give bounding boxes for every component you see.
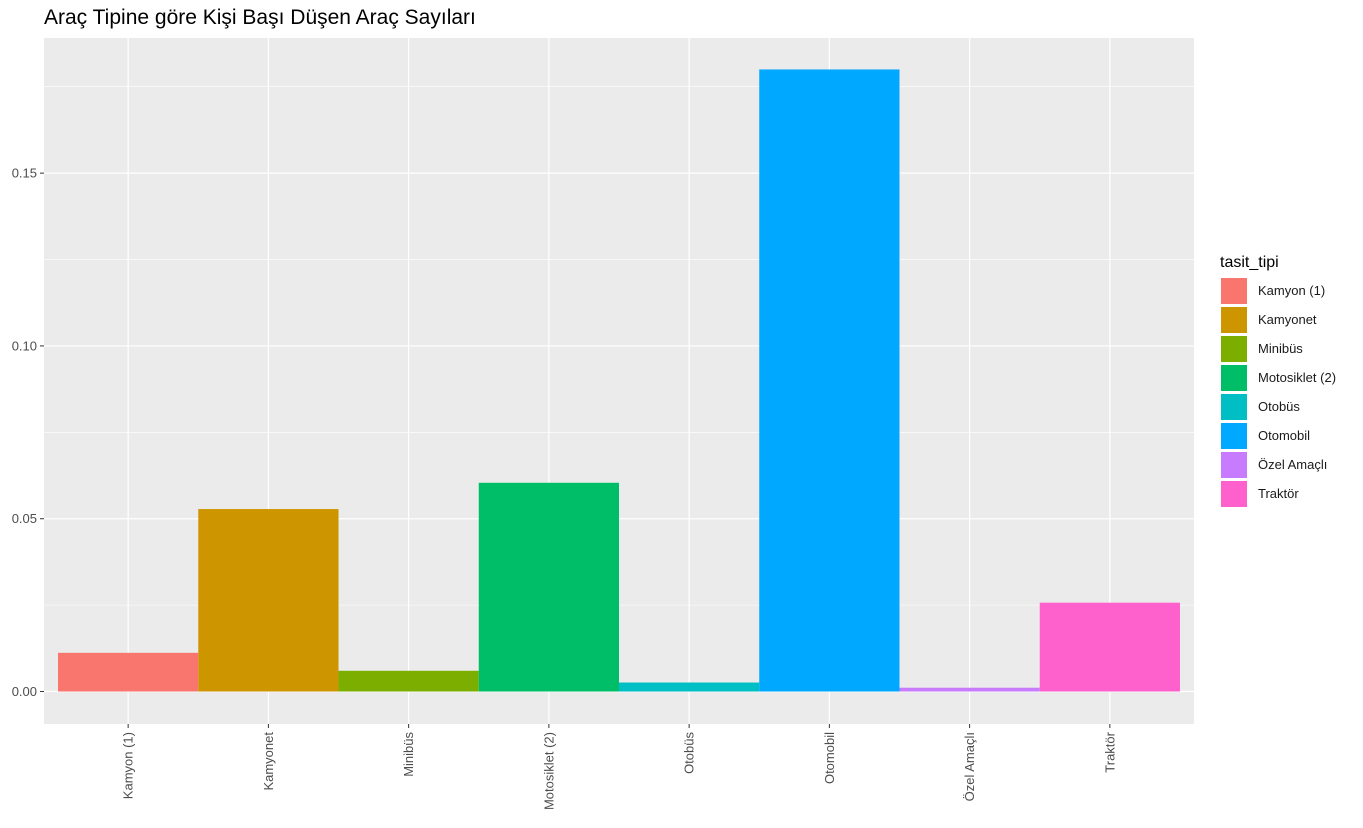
y-tick-label: 0.00	[12, 684, 37, 699]
y-axis: 0.00 0.05 0.10 0.15	[12, 166, 44, 699]
legend: tasit_tipi Kamyon (1) Kamyonet Minibüs Moto…	[1220, 254, 1336, 508]
chart-title: Araç Tipine göre Kişi Başı Düşen Araç Sa…	[44, 6, 476, 29]
x-tick-label: Otomobil	[822, 732, 837, 784]
legend-item: Motosiklet (2)	[1220, 363, 1336, 392]
legend-key	[1220, 305, 1248, 334]
legend-item: Otobüs	[1220, 392, 1336, 421]
legend-key	[1220, 421, 1248, 450]
y-tick-label: 0.10	[12, 338, 37, 353]
legend-title: tasit_tipi	[1220, 254, 1279, 271]
y-tick-label: 0.05	[12, 511, 37, 526]
bar-4	[478, 482, 619, 692]
bar-6	[759, 69, 900, 692]
legend-label: Kamyonet	[1258, 312, 1317, 327]
bar-3	[338, 670, 479, 692]
legend-label: Traktör	[1258, 486, 1299, 501]
legend-key	[1220, 363, 1248, 392]
bar-1	[58, 652, 199, 692]
legend-items: Kamyon (1) Kamyonet Minibüs Motosiklet (2) O…	[1220, 276, 1336, 508]
bars	[58, 69, 1180, 692]
bar-2	[198, 509, 339, 692]
x-axis: Kamyon (1) Kamyonet Minibüs Motosiklet (2) O…	[121, 724, 1117, 810]
legend-key	[1220, 450, 1248, 479]
x-tick-label: Otobüs	[682, 732, 697, 774]
legend-key	[1220, 479, 1248, 508]
x-tick-label: Minibüs	[401, 732, 416, 777]
bar-5	[619, 682, 760, 692]
legend-item: Otomobil	[1220, 421, 1336, 450]
legend-label: Kamyon (1)	[1258, 283, 1326, 298]
legend-key	[1220, 392, 1248, 421]
legend-label: Otobüs	[1258, 399, 1300, 414]
legend-label: Özel Amaçlı	[1258, 457, 1328, 472]
bar-8	[1039, 602, 1180, 692]
legend-item: Minibüs	[1220, 334, 1336, 363]
legend-label: Minibüs	[1258, 341, 1303, 356]
y-tick-label: 0.15	[12, 166, 37, 181]
legend-key	[1220, 334, 1248, 363]
x-tick-label: Motosiklet (2)	[541, 732, 556, 810]
legend-item: Kamyonet	[1220, 305, 1336, 334]
legend-item: Özel Amaçlı	[1220, 450, 1336, 479]
x-tick-label: Özel Amaçlı	[962, 732, 977, 801]
legend-label: Otomobil	[1258, 428, 1311, 443]
bar-7	[899, 687, 1040, 692]
x-tick-label: Kamyonet	[261, 732, 276, 791]
legend-key	[1220, 276, 1248, 305]
legend-item: Kamyon (1)	[1220, 276, 1336, 305]
legend-item: Traktör	[1220, 479, 1336, 508]
x-tick-label: Kamyon (1)	[121, 732, 136, 799]
legend-label: Motosiklet (2)	[1258, 370, 1337, 385]
x-tick-label: Traktör	[1102, 731, 1117, 772]
